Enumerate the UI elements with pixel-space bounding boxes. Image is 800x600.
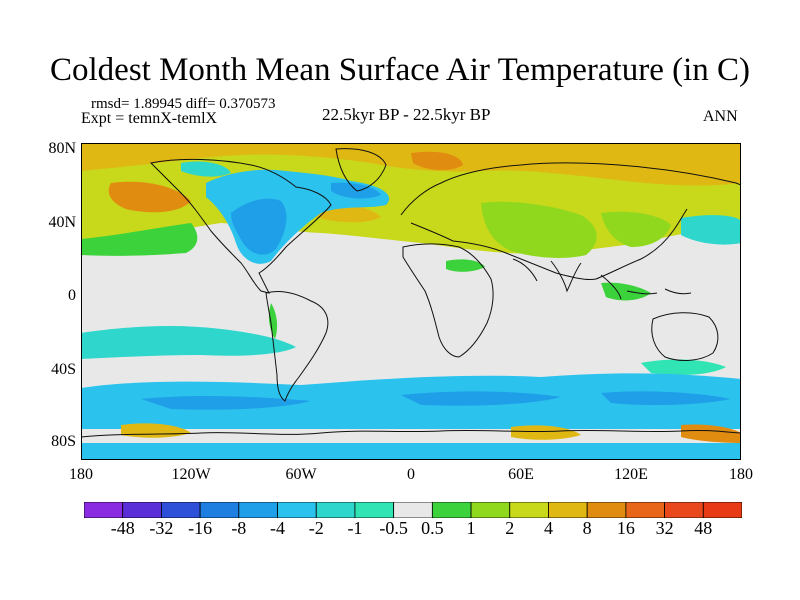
coast-north-america xyxy=(149,158,332,294)
colorbar-swatch xyxy=(431,502,472,518)
colorbar-label: 8 xyxy=(582,518,592,538)
cold-core-north-america xyxy=(231,198,287,255)
experiment-line: Expt = temnX-temlX xyxy=(81,110,218,127)
coast-antarctica xyxy=(81,429,741,438)
colorbar-swatch xyxy=(277,502,317,518)
colorbar-swatch xyxy=(315,502,356,518)
cold-patch-west-pacific xyxy=(681,215,741,245)
warm-zone-eurasia xyxy=(481,201,597,258)
lon-label-180e: 180 xyxy=(729,466,753,483)
lat-label-40s: 40S xyxy=(51,361,76,378)
cold-core-southern-ocean-east xyxy=(601,391,731,406)
coast-greenland xyxy=(335,148,387,192)
coast-australia xyxy=(651,312,719,361)
colorbar-swatch xyxy=(238,502,278,518)
colorbar-swatch xyxy=(586,502,627,518)
colorbar-label: -4 xyxy=(270,518,286,538)
map-title: Coldest Month Mean Surface Air Temperatu… xyxy=(50,52,750,88)
colorbar-label: -1 xyxy=(347,518,363,538)
cold-core-southern-ocean-center xyxy=(401,391,561,406)
cool-band-south-pacific xyxy=(81,326,296,359)
lon-label-120e: 120E xyxy=(614,466,648,483)
warm-patch-africa xyxy=(446,259,485,272)
cold-patch-alaska xyxy=(181,161,231,177)
colorbar-swatch xyxy=(470,502,511,518)
warm-patch-antarctic-3 xyxy=(681,424,741,443)
colorbar-swatch xyxy=(122,502,162,518)
colorbar-label: -8 xyxy=(231,518,247,538)
colorbar-swatch xyxy=(548,502,588,518)
colorbar-label: -0.5 xyxy=(379,518,408,538)
lat-label-80s: 80S xyxy=(51,433,76,450)
period-label: 22.5kyr BP - 22.5kyr BP xyxy=(322,105,491,124)
season-label: ANN xyxy=(703,108,738,125)
warm-patch-arctic xyxy=(411,151,463,171)
temperature-map xyxy=(81,143,741,460)
colorbar-swatch xyxy=(702,502,742,518)
cool-patch-south-indian xyxy=(641,359,726,375)
colorbar-label: 0.5 xyxy=(421,518,444,538)
colorbar-label: 1 xyxy=(466,518,476,538)
colorbar xyxy=(84,502,742,518)
warm-zone-east-asia xyxy=(601,211,671,247)
lat-label-80n: 80N xyxy=(48,140,76,157)
colorbar-swatch xyxy=(161,502,201,518)
antarctic-interior-band xyxy=(81,443,741,460)
colorbar-swatch xyxy=(509,502,549,518)
lat-label-40n: 40N xyxy=(48,214,76,231)
colorbar-swatch xyxy=(664,502,704,518)
colorbar-label: 2 xyxy=(505,518,515,538)
transition-band-pacific xyxy=(81,223,198,256)
lon-label-60e: 60E xyxy=(508,466,534,483)
lon-label-0: 0 xyxy=(407,466,415,483)
lat-label-0: 0 xyxy=(68,287,76,304)
map-frame xyxy=(81,143,741,460)
warm-patch-antarctic-2 xyxy=(511,425,581,440)
coast-indonesia xyxy=(600,274,692,300)
coast-south-asia xyxy=(512,258,582,293)
coastlines xyxy=(81,148,741,438)
colorbar-label: -16 xyxy=(188,518,213,538)
colorbar-label: -32 xyxy=(149,518,174,538)
cold-core-southern-ocean-west xyxy=(141,395,311,410)
colorbar-label: -2 xyxy=(308,518,324,538)
colorbar-label: 32 xyxy=(655,518,674,538)
colorbar-swatch xyxy=(354,502,395,518)
warm-patch-pacific xyxy=(108,181,191,213)
lon-label-120w: 120W xyxy=(171,466,211,483)
lon-label-180w: 180 xyxy=(69,466,93,483)
colorbar-label: -48 xyxy=(110,518,135,538)
stats-line: rmsd= 1.89945 diff= 0.370573 xyxy=(91,96,276,112)
colorbar-swatch xyxy=(199,502,240,518)
lon-label-60w: 60W xyxy=(285,466,317,483)
coast-africa xyxy=(402,243,494,358)
colorbar-label: 4 xyxy=(543,518,553,538)
colorbar-swatch xyxy=(84,502,124,518)
colorbar-label: 48 xyxy=(694,518,713,538)
warm-patch-south-america xyxy=(268,303,278,339)
coast-south-america xyxy=(265,290,329,402)
warm-band-north-inner xyxy=(81,143,741,186)
coast-eurasia xyxy=(400,162,741,280)
colorbar-swatch xyxy=(393,502,433,518)
colorbar-label: 16 xyxy=(616,518,635,538)
colorbar-swatch xyxy=(625,502,665,518)
